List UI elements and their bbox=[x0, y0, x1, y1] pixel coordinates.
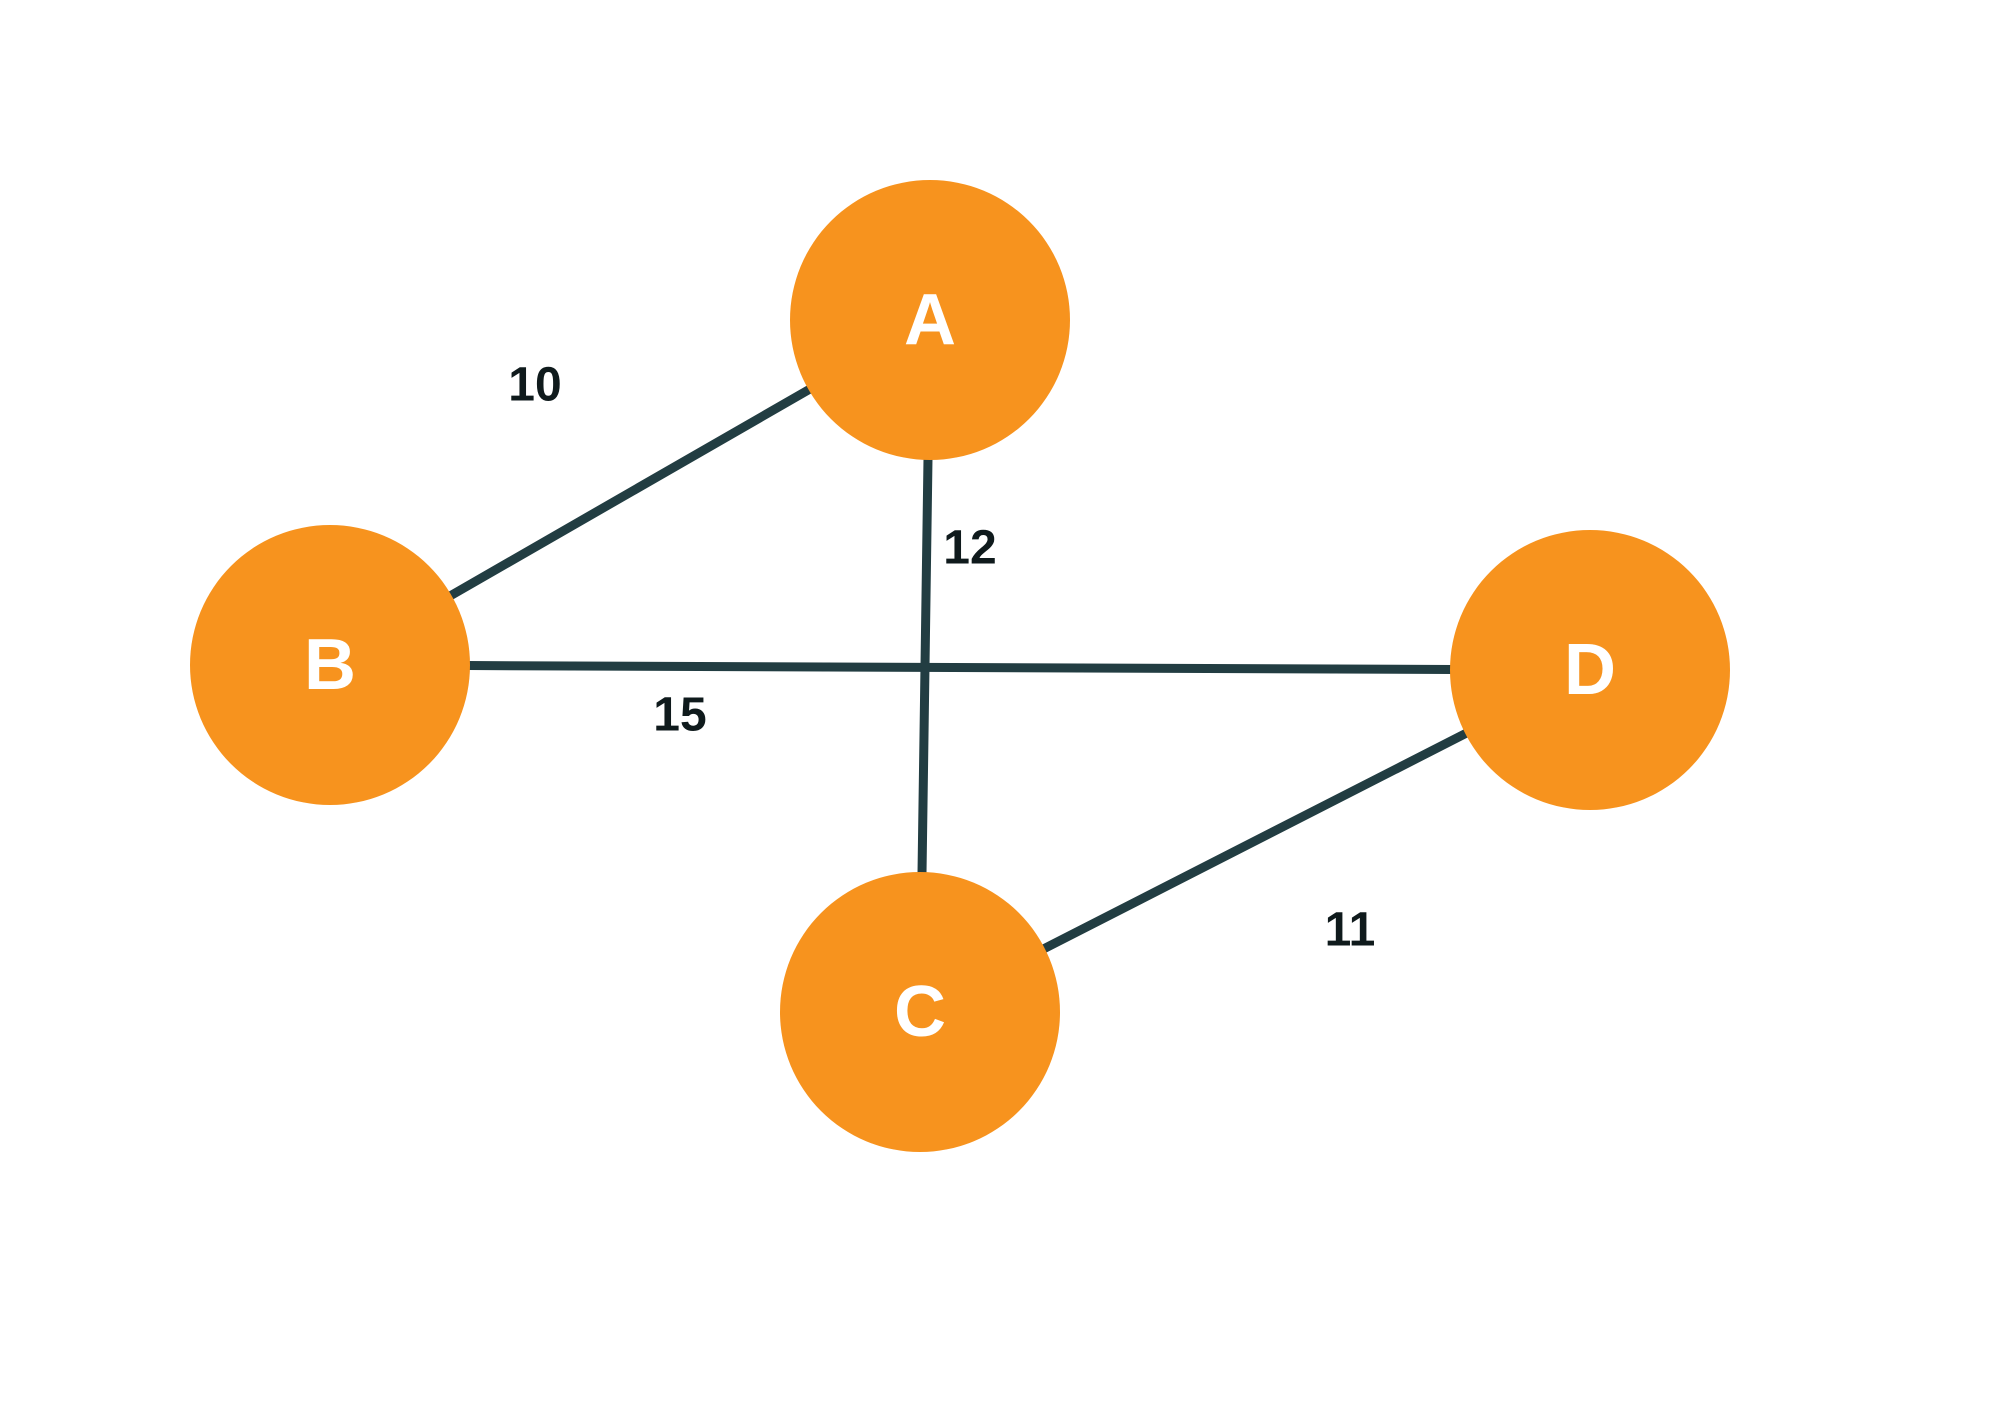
edge-C-D bbox=[1042, 732, 1468, 949]
edge-B-D bbox=[467, 666, 1453, 670]
node-label-A: A bbox=[904, 279, 956, 361]
edge-label-A-B: 10 bbox=[508, 358, 561, 413]
node-A: A bbox=[790, 180, 1070, 460]
graph-canvas: 10 12 15 11 A B C D bbox=[0, 0, 2000, 1428]
node-C: C bbox=[780, 872, 1060, 1152]
edge-label-B-D: 15 bbox=[653, 688, 706, 743]
edge-label-A-C: 12 bbox=[943, 521, 996, 576]
node-label-C: C bbox=[894, 971, 946, 1053]
node-label-B: B bbox=[304, 624, 356, 706]
node-D: D bbox=[1450, 530, 1730, 810]
node-B: B bbox=[190, 525, 470, 805]
node-label-D: D bbox=[1564, 629, 1616, 711]
edge-A-B bbox=[449, 388, 811, 596]
edge-label-C-D: 11 bbox=[1325, 903, 1376, 958]
